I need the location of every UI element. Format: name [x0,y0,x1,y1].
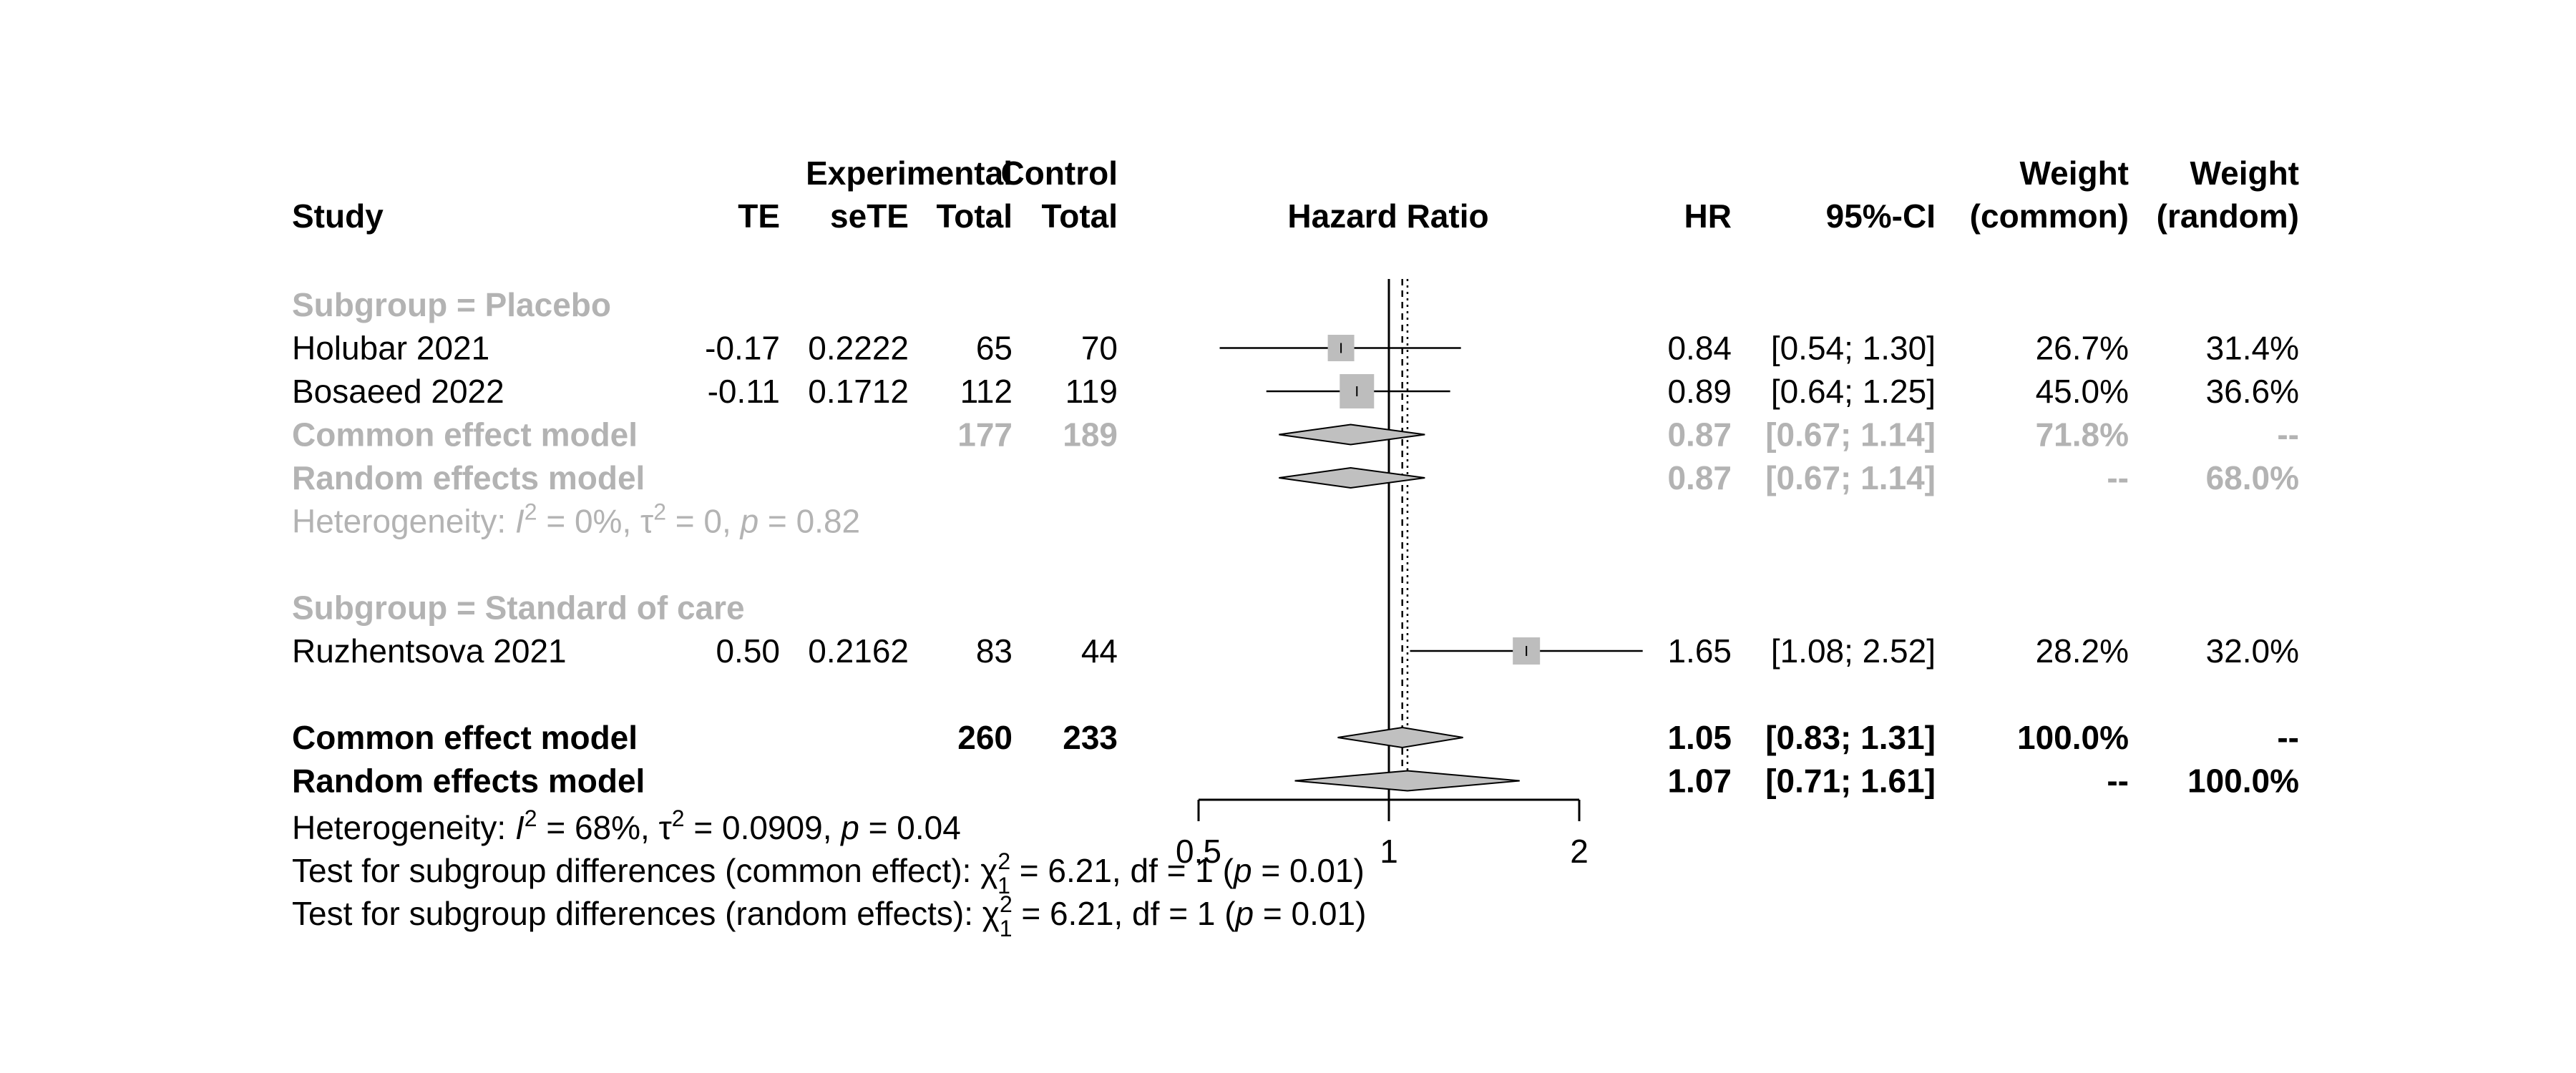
weight-random-value: 68.0% [2206,459,2299,496]
header-weight-common: (common) [1970,197,2129,235]
model-label: Common effect model [292,719,638,756]
ctrl-total-value: 189 [1063,416,1118,454]
weight-random-value: 32.0% [2206,632,2299,670]
ci-value: [0.67; 1.14] [1765,416,1936,454]
exp-total-value: 260 [957,719,1013,756]
ctrl-total-value: 119 [1065,373,1118,410]
te-value: -0.17 [705,330,780,367]
weight-random-value: -- [2277,416,2299,454]
hr-value: 0.87 [1667,459,1732,496]
ci-value: [0.71; 1.61] [1765,763,1936,800]
hr-value: 0.84 [1667,330,1732,367]
table-header: Study TE seTE Experimental Total Control… [292,155,2299,235]
summary-diamond [1279,423,1425,446]
study-label: Ruzhentsova 2021 [292,632,567,670]
hr-value: 0.89 [1667,373,1732,410]
ci-value: [0.67; 1.14] [1765,459,1936,496]
subgroup-label: Subgroup = Standard of care [292,589,745,627]
hr-value: 1.65 [1667,632,1732,670]
ctrl-total-value: 44 [1081,632,1118,670]
study-label: Bosaeed 2022 [292,373,504,410]
plot-area: 0.5 1 2 [1176,279,1643,870]
header-exp-total: Total [937,197,1013,235]
x-tick-label: 2 [1570,833,1589,870]
weight-common-value: 26.7% [2036,330,2129,367]
header-sete: seTE [830,197,909,235]
weight-common-value: -- [2107,459,2129,496]
header-te: TE [738,197,780,235]
weight-common-value: 100.0% [2017,719,2129,756]
footer-notes: Heterogeneity: I2 = 68%, τ2 = 0.0909, p … [292,805,1366,941]
weight-random-value: 31.4% [2206,330,2299,367]
weight-common-value: -- [2107,763,2129,800]
subgroup-test-common: Test for subgroup differences (common ef… [292,848,1365,898]
header-control: Control [1000,155,1118,192]
sete-value: 0.2162 [808,632,909,670]
ci-value: [0.64; 1.25] [1771,373,1936,410]
te-value: 0.50 [716,632,780,670]
overall-heterogeneity: Heterogeneity: I2 = 68%, τ2 = 0.0909, p … [292,805,961,846]
subgroup-heterogeneity: Heterogeneity: I2 = 0%, τ2 = 0, p = 0.82 [292,499,860,540]
header-weight-common-top: Weight [2020,155,2129,192]
hr-value: 1.05 [1667,719,1732,756]
model-label: Random effects model [292,763,645,800]
exp-total-value: 83 [976,632,1013,670]
exp-total-value: 177 [957,416,1013,454]
hr-value: 0.87 [1667,416,1732,454]
x-tick-label: 0.5 [1176,833,1221,870]
header-ctrl-total: Total [1042,197,1118,235]
weight-random-value: 36.6% [2206,373,2299,410]
summary-diamond [1279,466,1425,489]
exp-total-value: 65 [976,330,1013,367]
ci-value: [0.83; 1.31] [1765,719,1936,756]
weight-common-value: 45.0% [2036,373,2129,410]
ctrl-total-value: 233 [1063,719,1118,756]
summary-diamond [1337,726,1463,749]
subgroup-label: Subgroup = Placebo [292,286,611,323]
header-study: Study [292,197,384,235]
subgroup-test-random: Test for subgroup differences (random ef… [292,891,1366,941]
sete-value: 0.1712 [808,373,909,410]
sete-value: 0.2222 [808,330,909,367]
header-weight-random-top: Weight [2190,155,2299,192]
model-label: Random effects model [292,459,645,496]
header-hr: HR [1684,197,1732,235]
model-label: Common effect model [292,416,638,454]
header-weight-random: (random) [2157,197,2299,235]
hr-value: 1.07 [1667,763,1732,800]
ctrl-total-value: 70 [1081,330,1118,367]
study-label: Holubar 2021 [292,330,489,367]
x-tick-label: 1 [1380,833,1398,870]
header-hazard-ratio: Hazard Ratio [1287,197,1488,235]
exp-total-value: 112 [960,373,1013,410]
header-ci: 95%-CI [1826,197,1936,235]
weight-random-value: -- [2277,719,2299,756]
weight-common-value: 28.2% [2036,632,2129,670]
te-value: -0.11 [708,373,780,410]
weight-common-value: 71.8% [2036,416,2129,454]
header-experimental: Experimental [806,155,1013,192]
ci-value: [1.08; 2.52] [1771,632,1936,670]
summary-diamond [1294,770,1520,792]
ci-value: [0.54; 1.30] [1771,330,1936,367]
table-rows: Subgroup = Placebo Holubar 2021 -0.17 0.222… [292,286,2299,800]
weight-random-value: 100.0% [2187,763,2299,800]
